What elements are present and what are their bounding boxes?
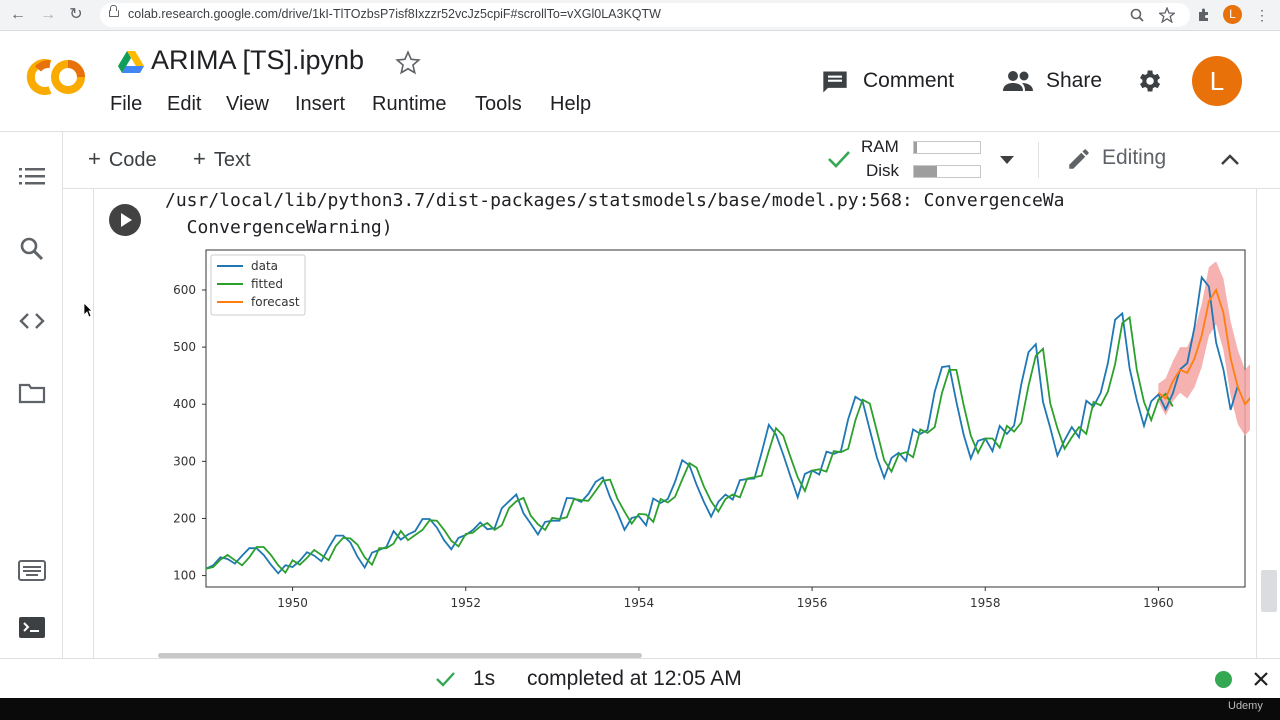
run-cell-button[interactable] xyxy=(109,204,141,236)
menu-tools[interactable]: Tools xyxy=(475,93,522,115)
comment-icon xyxy=(823,71,847,93)
collapse-header-icon[interactable] xyxy=(1220,152,1240,166)
udemy-watermark: Udemy xyxy=(1228,700,1263,712)
plus-icon: + xyxy=(193,146,206,171)
legend-box xyxy=(210,254,306,316)
user-avatar[interactable]: L xyxy=(1192,56,1242,106)
toolbar-divider xyxy=(1038,142,1039,178)
y-tick-label: 500 xyxy=(173,340,196,354)
forward-icon[interactable]: → xyxy=(40,6,56,23)
command-palette-icon[interactable] xyxy=(17,556,47,586)
plus-icon: + xyxy=(88,146,101,171)
mouse-cursor xyxy=(83,302,93,318)
y-tick-label: 100 xyxy=(173,569,196,583)
browser-profile-avatar[interactable]: L xyxy=(1223,5,1242,24)
settings-gear-icon[interactable] xyxy=(1135,67,1163,95)
execution-duration: 1s xyxy=(473,667,496,690)
add-code-label: Code xyxy=(108,149,157,171)
output-warning-line-2: ConvergenceWarning) xyxy=(165,217,393,238)
series-line-forecast xyxy=(1157,287,1250,406)
ram-meter xyxy=(913,141,981,154)
colab-logo[interactable] xyxy=(22,55,88,99)
code-snippets-icon[interactable] xyxy=(17,306,47,336)
browser-menu-icon[interactable]: ⋮ xyxy=(1255,7,1269,23)
series-line-fitted xyxy=(205,315,1174,575)
video-bottom-bar xyxy=(0,698,1280,720)
address-bar[interactable]: colab.research.google.com/drive/1kI-TlTO… xyxy=(100,3,1190,27)
left-sidebar xyxy=(0,132,63,658)
editing-label: Editing xyxy=(1102,146,1167,169)
y-tick-label: 200 xyxy=(173,511,196,525)
table-of-contents-icon[interactable] xyxy=(17,162,47,192)
x-tick-label: 1960 xyxy=(1143,596,1174,610)
menu-insert[interactable]: Insert xyxy=(295,93,346,115)
disk-label: Disk xyxy=(866,161,900,180)
add-code-cell-button[interactable]: + Code xyxy=(88,146,157,172)
ram-label: RAM xyxy=(861,137,899,156)
status-bar: 1s completed at 12:05 AM xyxy=(0,658,1280,699)
output-warning-line-1: /usr/local/lib/python3.7/dist-packages/s… xyxy=(165,190,1065,211)
google-drive-icon[interactable] xyxy=(118,51,144,73)
menu-edit[interactable]: Edit xyxy=(167,93,202,115)
close-status-icon[interactable] xyxy=(1253,671,1269,687)
vertical-scrollbar[interactable] xyxy=(1261,570,1277,612)
files-icon[interactable] xyxy=(17,378,47,408)
add-text-label: Text xyxy=(213,149,251,171)
code-cell[interactable] xyxy=(93,188,1257,658)
y-tick-label: 400 xyxy=(173,397,196,411)
search-icon[interactable] xyxy=(17,234,47,264)
menu-view[interactable]: View xyxy=(226,93,269,115)
menu-file[interactable]: File xyxy=(110,93,143,115)
reload-icon[interactable]: ↻ xyxy=(69,6,83,23)
url-text: colab.research.google.com/drive/1kI-TlTO… xyxy=(128,7,661,21)
share-label: Share xyxy=(1046,69,1103,92)
notebook-toolbar: + Code + Text RAM Disk Editing xyxy=(0,131,1280,189)
menu-runtime[interactable]: Runtime xyxy=(372,93,447,115)
pencil-icon xyxy=(1069,149,1089,169)
add-text-cell-button[interactable]: + Text xyxy=(193,146,251,172)
runtime-status-dot xyxy=(1215,671,1232,688)
x-tick-label: 1956 xyxy=(797,596,828,610)
arima-forecast-chart: 100 200 300 400 500 600 1950 1952 1954 1956 1958 1… xyxy=(173,249,1250,610)
horizontal-scrollbar[interactable] xyxy=(158,653,642,658)
execution-completed-text: completed at 12:05 AM xyxy=(527,667,742,690)
ram-meter-fill xyxy=(914,142,917,153)
zoom-icon[interactable] xyxy=(1130,8,1144,22)
resources-indicator[interactable] xyxy=(826,132,1026,188)
x-tick-label: 1952 xyxy=(450,596,481,610)
resources-dropdown-icon[interactable] xyxy=(999,155,1015,165)
x-tick-label: 1950 xyxy=(277,596,308,610)
plot-area xyxy=(205,249,1246,588)
menu-help[interactable]: Help xyxy=(550,93,592,115)
chart-legend: data fitted forecast xyxy=(210,254,306,316)
disk-meter-fill xyxy=(914,166,938,177)
forecast-confidence-band xyxy=(1158,261,1250,436)
legend-label-forecast: forecast xyxy=(251,295,300,309)
y-tick-label: 300 xyxy=(173,454,196,468)
x-tick-label: 1958 xyxy=(970,596,1001,610)
comment-label: Comment xyxy=(863,69,955,92)
star-icon[interactable] xyxy=(395,50,421,76)
x-tick-label: 1954 xyxy=(624,596,655,610)
execution-success-check-icon xyxy=(436,672,455,687)
notebook-title[interactable]: ARIMA [TS].ipynb xyxy=(151,45,365,75)
people-icon xyxy=(1003,71,1033,91)
terminal-icon[interactable] xyxy=(17,612,47,642)
back-icon[interactable]: ← xyxy=(10,6,26,23)
extensions-icon[interactable] xyxy=(1196,7,1212,23)
y-tick-label: 600 xyxy=(173,283,196,297)
legend-label-data: data xyxy=(251,259,278,273)
disk-meter xyxy=(913,165,981,178)
connected-check-icon xyxy=(828,151,850,168)
legend-label-fitted: fitted xyxy=(251,277,283,291)
lock-icon xyxy=(109,5,119,17)
browser-toolbar: ← → ↻ colab.research.google.com/drive/1k… xyxy=(0,0,1280,31)
bookmark-star-icon[interactable] xyxy=(1159,7,1175,23)
